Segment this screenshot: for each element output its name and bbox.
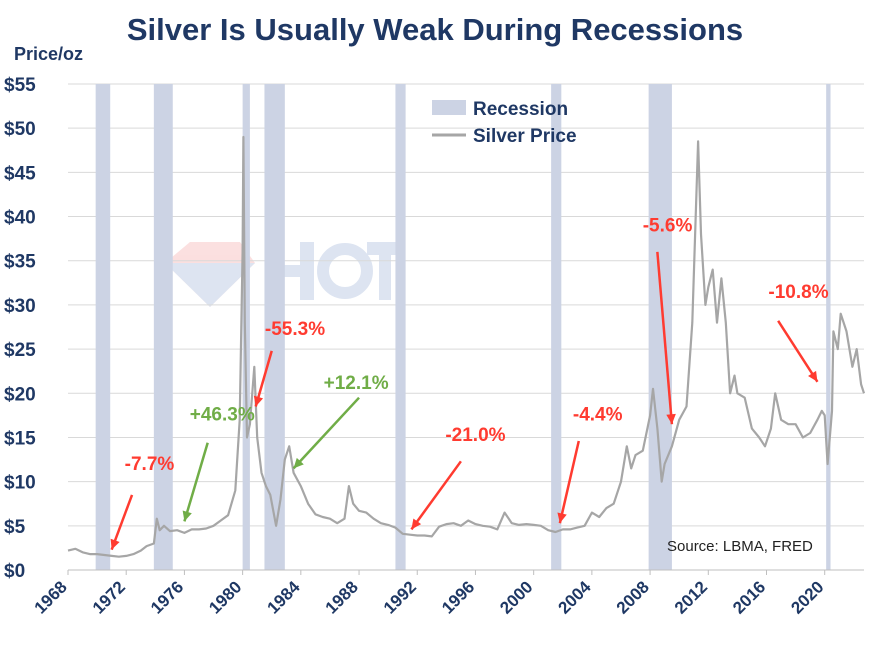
silver-price-line [67,135,866,558]
y-tick-label: $10 [4,473,36,494]
y-tick-label: $40 [4,208,36,229]
source-note: Source: LBMA, FRED [667,538,813,555]
x-tick-label: 1980 [205,577,245,617]
x-tick-label: 1996 [438,577,478,617]
axes: $0 $5 $10 $15 $20 $25 $30 $35 $40 $45 $50 $55 1968 19… [4,75,864,618]
x-tick-label: 1976 [147,577,187,617]
annotation-label: +12.1% [324,373,389,394]
annotation-arrow [183,442,209,522]
annotation-arrow [410,460,462,531]
recession-band [264,84,285,570]
silver-price-series [67,135,866,558]
annotation-arrowhead [411,518,422,530]
recession-band [826,84,831,570]
x-tick-label: 2016 [729,577,769,617]
annotation-arrow [558,440,580,524]
annotation-label: -10.8% [768,282,828,303]
annotation-arrowhead [182,510,192,522]
annotation-label: -5.6% [643,216,693,237]
legend-label-silver-price: Silver Price [473,126,577,147]
annotation-arrow [777,320,819,383]
annotation-arrowhead [253,395,264,407]
legend-label-recession: Recession [473,99,568,120]
y-axis-label: Price/oz [14,44,84,64]
annotation-arrowhead [110,538,120,550]
x-tick-label: 1968 [31,577,71,617]
x-tick-label: 2020 [787,577,827,617]
annotation-arrowhead [293,457,304,469]
y-tick-label: $5 [4,517,26,538]
y-tick-label: $45 [4,163,36,184]
y-tick-label: $50 [4,119,36,140]
y-tick-label: $15 [4,428,36,449]
annotation-arrowhead [557,512,567,524]
annotation-label: -21.0% [445,425,505,446]
annotation-label: +46.3% [190,405,255,426]
y-tick-label: $20 [4,384,36,405]
x-tick-label: 1984 [263,577,304,618]
recession-bands [95,84,831,570]
recession-band [551,84,562,570]
annotation-label: -55.3% [265,319,325,340]
legend: Recession Silver Price [432,99,577,147]
x-tick-label: 2012 [671,577,711,617]
annotation-label: -4.4% [573,405,623,426]
annotation-arrow [656,251,674,425]
recession-band [95,84,111,570]
x-tick-label: 1992 [380,577,420,617]
recession-band [395,84,406,570]
y-tick-label: $30 [4,296,36,317]
x-tick-label: 2004 [555,577,596,618]
recession-band [648,84,672,570]
gridlines [68,83,864,527]
annotation-arrowhead [808,370,818,382]
x-tick-label: 2008 [613,577,653,617]
annotation-label: -7.7% [125,454,175,475]
annotation-arrow [292,396,360,470]
annotation-arrowhead [666,413,676,425]
chart-title: Silver Is Usually Weak During Recessions [126,12,744,47]
y-tick-label: $35 [4,252,36,273]
x-tick-label: 2000 [496,577,536,617]
y-tick-label: $55 [4,75,36,96]
annotations: -7.7% +46.3% -55.3% +12.1% -21.0% -4.4% -5.6% -… [110,216,829,551]
legend-swatch-recession [432,100,466,115]
y-tick-label: $0 [4,561,25,582]
recession-band [242,84,250,570]
x-tick-label: 1972 [89,577,129,617]
recession-band [153,84,173,570]
y-tick-label: $25 [4,340,36,361]
x-tick-label: 1988 [322,577,362,617]
